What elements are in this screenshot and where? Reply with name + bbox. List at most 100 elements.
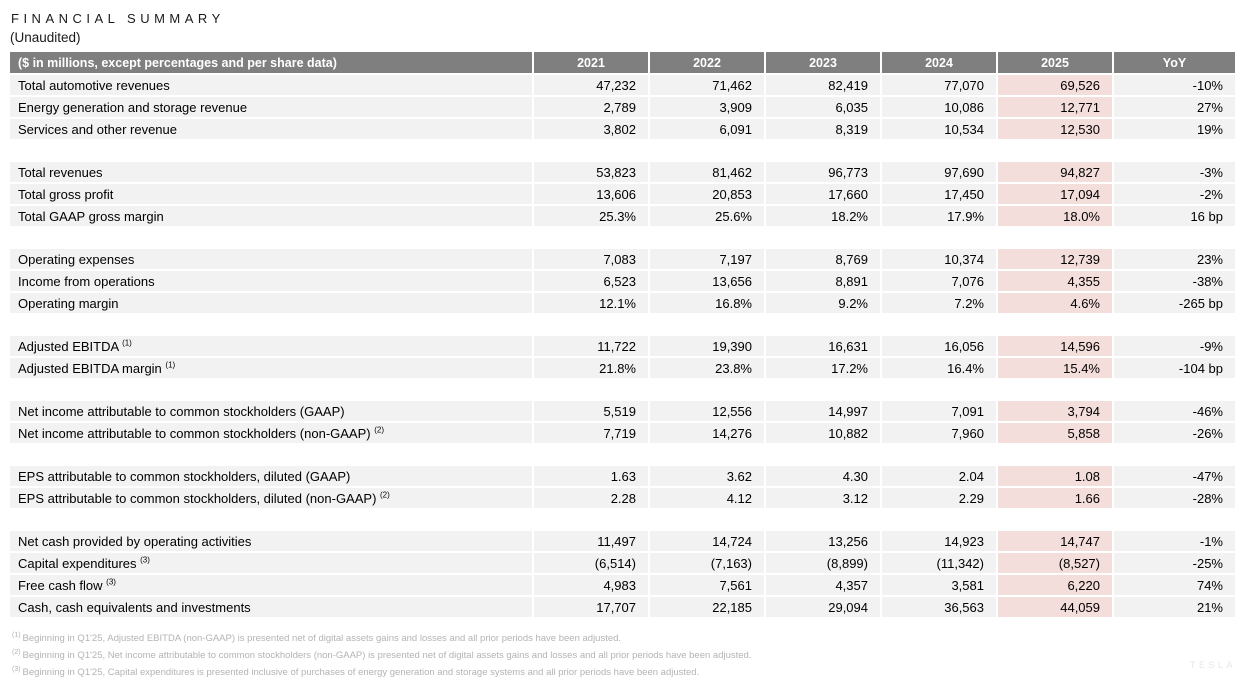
yoy-value-cell: -28% xyxy=(1114,488,1235,510)
value-cell: 15.4% xyxy=(998,358,1114,380)
value-cell: 16.4% xyxy=(882,358,998,380)
value-cell: 10,534 xyxy=(882,119,998,141)
value-cell: 14,596 xyxy=(998,336,1114,358)
value-cell: 8,319 xyxy=(766,119,882,141)
value-cell: (11,342) xyxy=(882,553,998,575)
row-label: Total gross profit xyxy=(10,184,534,206)
value-cell: 81,462 xyxy=(650,162,766,184)
value-cell: 17.9% xyxy=(882,206,998,228)
table-row: Operating expenses 7,083 7,197 8,769 10,374 1… xyxy=(10,249,1235,271)
yoy-value-cell: -1% xyxy=(1114,531,1235,553)
footnote-marker: (3) xyxy=(140,555,150,565)
table-row: Income from operations 6,523 13,656 8,891 7,… xyxy=(10,271,1235,293)
table-row: Services and other revenue 3,802 6,091 8,31… xyxy=(10,119,1235,141)
value-cell: 4,983 xyxy=(534,575,650,597)
page-title: FINANCIAL SUMMARY xyxy=(11,11,225,26)
footnote-text: Beginning in Q1'25, Net income attributa… xyxy=(22,650,752,662)
row-label: Services and other revenue xyxy=(10,119,534,141)
value-cell: 1.66 xyxy=(998,488,1114,510)
column-header: YoY xyxy=(1114,52,1235,75)
value-cell: 23.8% xyxy=(650,358,766,380)
row-label: Net income attributable to common stockh… xyxy=(10,423,534,445)
value-cell: 8,769 xyxy=(766,249,882,271)
footnote: (3) Beginning in Q1'25, Capital expendit… xyxy=(12,663,751,677)
value-cell: 97,690 xyxy=(882,162,998,184)
row-label: Total automotive revenues xyxy=(10,75,534,97)
footnote-marker: (3) xyxy=(106,577,116,587)
value-cell: 12,739 xyxy=(998,249,1114,271)
value-cell: 6,220 xyxy=(998,575,1114,597)
footnote-marker: (2) xyxy=(380,490,390,500)
yoy-value-cell: -3% xyxy=(1114,162,1235,184)
value-cell: 29,094 xyxy=(766,597,882,619)
financial-table: ($ in millions, except percentages and p… xyxy=(10,52,1235,619)
section-gap-row xyxy=(10,510,1235,531)
value-cell: 14,747 xyxy=(998,531,1114,553)
value-cell: 22,185 xyxy=(650,597,766,619)
value-cell: 12.1% xyxy=(534,293,650,315)
value-cell: 12,771 xyxy=(998,97,1114,119)
tesla-watermark-logo: TESLA xyxy=(1189,660,1236,670)
value-cell: 7,083 xyxy=(534,249,650,271)
value-cell: 36,563 xyxy=(882,597,998,619)
table-row: Total GAAP gross margin 25.3% 25.6% 18.2% 17… xyxy=(10,206,1235,228)
value-cell: 6,091 xyxy=(650,119,766,141)
value-cell: 7,197 xyxy=(650,249,766,271)
value-cell: 71,462 xyxy=(650,75,766,97)
row-label: Net income attributable to common stockh… xyxy=(10,401,534,423)
value-cell: 3,581 xyxy=(882,575,998,597)
row-label: Cash, cash equivalents and investments xyxy=(10,597,534,619)
row-label: Net cash provided by operating activitie… xyxy=(10,531,534,553)
footnote-text: Beginning in Q1'25, Capital expenditures… xyxy=(22,667,700,677)
yoy-value-cell: -2% xyxy=(1114,184,1235,206)
table-row: Operating margin 12.1% 16.8% 9.2% 7.2% 4.6% -2… xyxy=(10,293,1235,315)
table-row: Total revenues 53,823 81,462 96,773 97,690 94… xyxy=(10,162,1235,184)
table-body: Total automotive revenues 47,232 71,462 82,… xyxy=(10,75,1235,619)
value-cell: 10,086 xyxy=(882,97,998,119)
page-subtitle: (Unaudited) xyxy=(10,30,81,45)
value-cell: 1.08 xyxy=(998,466,1114,488)
footnote-marker: (2) xyxy=(12,648,23,656)
yoy-value-cell: -104 bp xyxy=(1114,358,1235,380)
value-cell: 14,276 xyxy=(650,423,766,445)
value-cell: 4,355 xyxy=(998,271,1114,293)
value-cell: 11,497 xyxy=(534,531,650,553)
value-cell: 7,091 xyxy=(882,401,998,423)
section-gap-row xyxy=(10,445,1235,466)
value-cell: 4.6% xyxy=(998,293,1114,315)
yoy-value-cell: 16 bp xyxy=(1114,206,1235,228)
value-cell: 14,997 xyxy=(766,401,882,423)
row-label: Total GAAP gross margin xyxy=(10,206,534,228)
table-row: Free cash flow (3) 4,983 7,561 4,357 3,581 6,… xyxy=(10,575,1235,597)
value-cell: 77,070 xyxy=(882,75,998,97)
value-cell: 53,823 xyxy=(534,162,650,184)
value-cell: 1.63 xyxy=(534,466,650,488)
footnote-marker: (1) xyxy=(165,360,176,370)
row-label: Total revenues xyxy=(10,162,534,184)
value-cell: 18.2% xyxy=(766,206,882,228)
value-cell: 4,357 xyxy=(766,575,882,597)
value-cell: 2.28 xyxy=(534,488,650,510)
footnotes: (1) Beginning in Q1'25, Adjusted EBITDA … xyxy=(12,629,751,677)
value-cell: 7.2% xyxy=(882,293,998,315)
value-cell: 10,374 xyxy=(882,249,998,271)
value-cell: 16.8% xyxy=(650,293,766,315)
value-cell: 44,059 xyxy=(998,597,1114,619)
value-cell: 25.6% xyxy=(650,206,766,228)
value-cell: 7,076 xyxy=(882,271,998,293)
yoy-value-cell: 23% xyxy=(1114,249,1235,271)
value-cell: 3,802 xyxy=(534,119,650,141)
column-header: 2025 xyxy=(998,52,1114,75)
value-cell: 9.2% xyxy=(766,293,882,315)
value-cell: 96,773 xyxy=(766,162,882,184)
value-cell: 21.8% xyxy=(534,358,650,380)
row-label: EPS attributable to common stockholders,… xyxy=(10,466,534,488)
row-label: Adjusted EBITDA (1) xyxy=(10,336,534,358)
table-row: Net cash provided by operating activitie… xyxy=(10,531,1235,553)
yoy-value-cell: -9% xyxy=(1114,336,1235,358)
table-row: Cash, cash equivalents and investments 17… xyxy=(10,597,1235,619)
value-cell: (7,163) xyxy=(650,553,766,575)
table-row: Total gross profit 13,606 20,853 17,660 17,4… xyxy=(10,184,1235,206)
value-cell: 5,519 xyxy=(534,401,650,423)
row-label: Capital expenditures (3) xyxy=(10,553,534,575)
